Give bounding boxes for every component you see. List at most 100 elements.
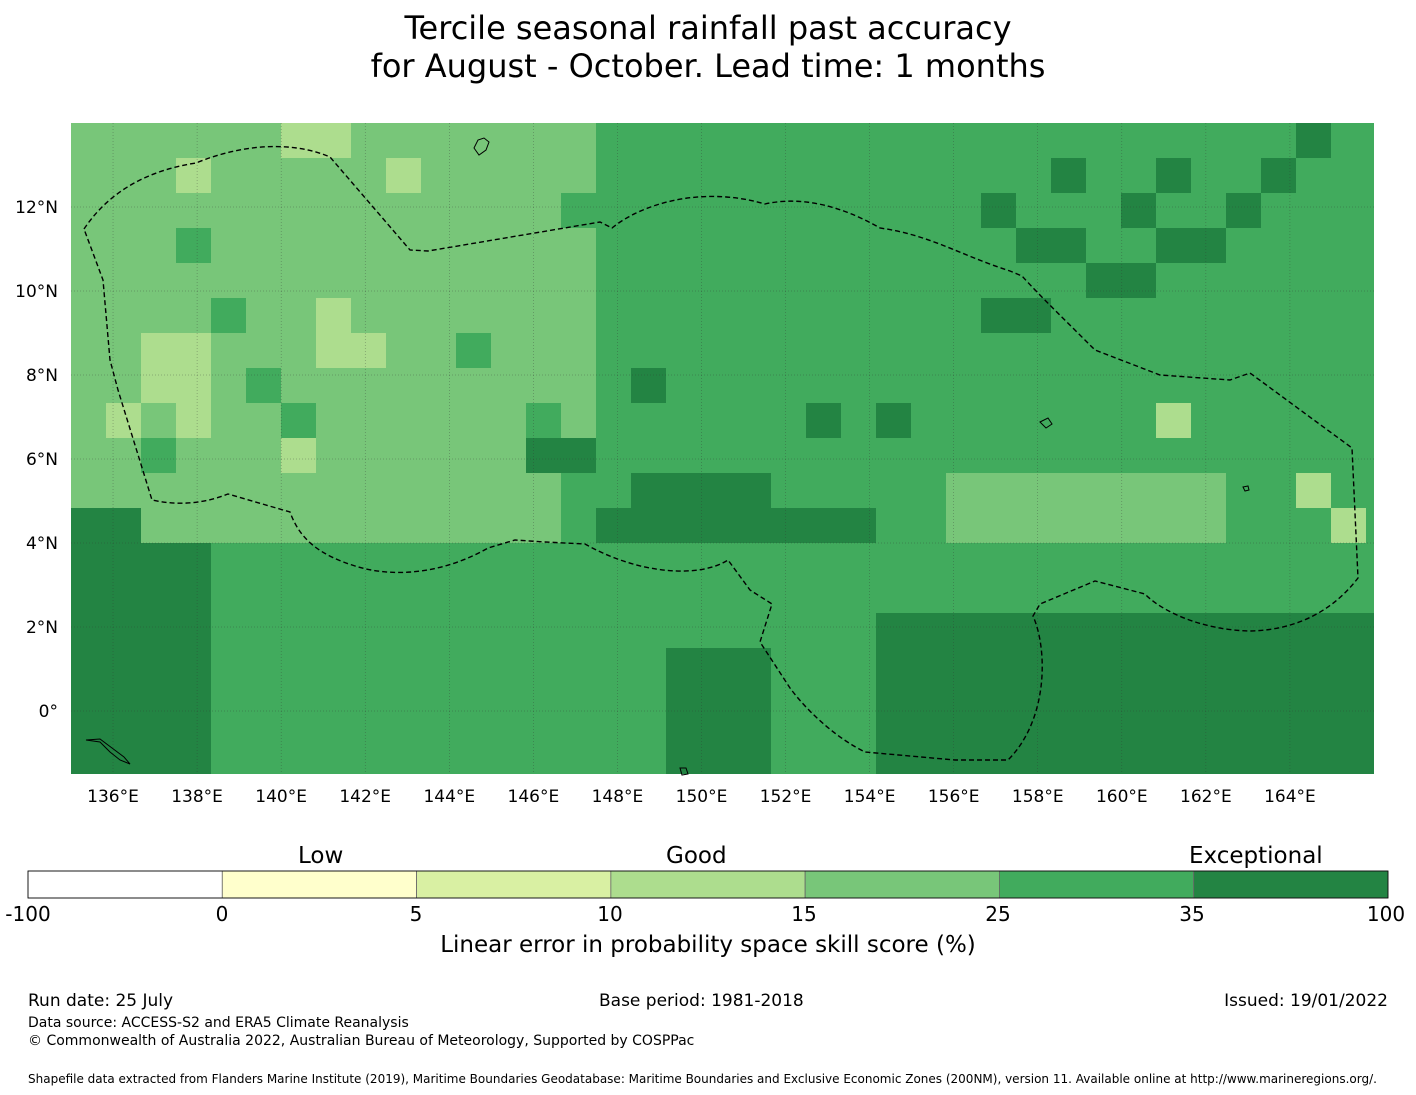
skill-cell: [456, 473, 491, 508]
skill-cell: [666, 473, 701, 508]
skill-cell: [1051, 368, 1086, 403]
skill-cell: [141, 123, 176, 158]
skill-cell: [106, 718, 141, 753]
skill-cell: [911, 158, 946, 193]
skill-cell: [316, 613, 351, 648]
skill-cell: [561, 613, 596, 648]
skill-cell: [71, 158, 106, 193]
skill-cell: [946, 263, 981, 298]
colorbar-label: 10: [597, 902, 623, 926]
skill-cell: [386, 508, 421, 543]
skill-cell: [1156, 228, 1191, 263]
skill-cell: [876, 333, 911, 368]
skill-cell: [1261, 753, 1296, 774]
category-low: Low: [298, 843, 344, 869]
skill-cell: [176, 403, 211, 438]
skill-cell: [771, 403, 806, 438]
pohnpei-island: [1039, 417, 1053, 429]
skill-cell: [421, 158, 456, 193]
skill-cell: [281, 263, 316, 298]
skill-cell: [981, 193, 1016, 228]
latitude-tick-label: 0°: [39, 702, 58, 722]
skill-cell: [1121, 438, 1156, 473]
skill-cell: [771, 438, 806, 473]
longitude-tick-label: 160°E: [1096, 787, 1148, 807]
skill-cell: [1296, 333, 1331, 368]
skill-cell: [1261, 648, 1296, 683]
skill-cell: [596, 648, 631, 683]
skill-cell: [456, 718, 491, 753]
skill-cell: [1261, 613, 1296, 648]
skill-cell: [666, 718, 701, 753]
skill-cell: [176, 368, 211, 403]
skill-cell: [456, 438, 491, 473]
colorbar-label: 25: [985, 902, 1011, 926]
skill-cell: [526, 298, 561, 333]
skill-cell: [876, 298, 911, 333]
skill-cell: [631, 403, 666, 438]
skill-cell: [806, 543, 841, 578]
chart-title-line2: for August - October. Lead time: 1 month…: [370, 47, 1046, 85]
skill-cell: [386, 753, 421, 774]
skill-cell: [1296, 718, 1331, 753]
skill-cell: [351, 543, 386, 578]
skill-cell: [701, 228, 736, 263]
skill-cell: [806, 613, 841, 648]
skill-cell: [1121, 473, 1156, 508]
skill-cell: [386, 298, 421, 333]
skill-cell: [1331, 193, 1366, 228]
skill-cell: [701, 613, 736, 648]
skill-cell: [1296, 508, 1331, 543]
skill-cell: [1331, 683, 1366, 718]
skill-cell: [1366, 473, 1374, 508]
skill-cell: [561, 578, 596, 613]
skill-cell: [561, 263, 596, 298]
skill-cell: [1156, 683, 1191, 718]
skill-cell: [1226, 683, 1261, 718]
skill-cell: [596, 228, 631, 263]
skill-cell: [806, 228, 841, 263]
skill-cell: [281, 718, 316, 753]
skill-cell: [1296, 613, 1331, 648]
skill-cell: [911, 718, 946, 753]
skill-cell: [841, 753, 876, 774]
skill-cell: [736, 543, 771, 578]
skill-cell: [631, 648, 666, 683]
skill-cell: [211, 193, 246, 228]
skill-cell: [176, 193, 211, 228]
skill-cell: [246, 298, 281, 333]
skill-cell: [526, 403, 561, 438]
skill-cell: [491, 193, 526, 228]
skill-cell: [1156, 193, 1191, 228]
skill-cell: [211, 543, 246, 578]
colorbar-label: 35: [1179, 902, 1205, 926]
skill-cell: [561, 193, 596, 228]
skill-cell: [701, 123, 736, 158]
colorbar-label: 100: [1366, 902, 1406, 926]
skill-cell: [1051, 333, 1086, 368]
skill-cell: [1226, 648, 1261, 683]
skill-cell: [386, 648, 421, 683]
skill-cell: [561, 718, 596, 753]
skill-cell: [1366, 648, 1374, 683]
skill-cell: [946, 718, 981, 753]
skill-cell: [946, 368, 981, 403]
skill-cell: [876, 368, 911, 403]
longitude-tick-label: 164°E: [1264, 787, 1316, 807]
skill-cell: [141, 718, 176, 753]
skill-cell: [351, 683, 386, 718]
skill-cell: [736, 158, 771, 193]
latitude-ticks: 12°N 10°N 8°N 6°N 4°N 2°N 0°: [15, 198, 58, 722]
skill-cell: [666, 368, 701, 403]
skill-cell: [1156, 648, 1191, 683]
skill-cell: [596, 683, 631, 718]
skill-cell: [666, 613, 701, 648]
skill-cell: [351, 403, 386, 438]
skill-cell: [1331, 473, 1366, 508]
skill-cell: [771, 158, 806, 193]
skill-cell: [1016, 158, 1051, 193]
skill-cell: [281, 193, 316, 228]
skill-cell: [421, 123, 456, 158]
skill-cell: [526, 263, 561, 298]
skill-cell: [106, 368, 141, 403]
